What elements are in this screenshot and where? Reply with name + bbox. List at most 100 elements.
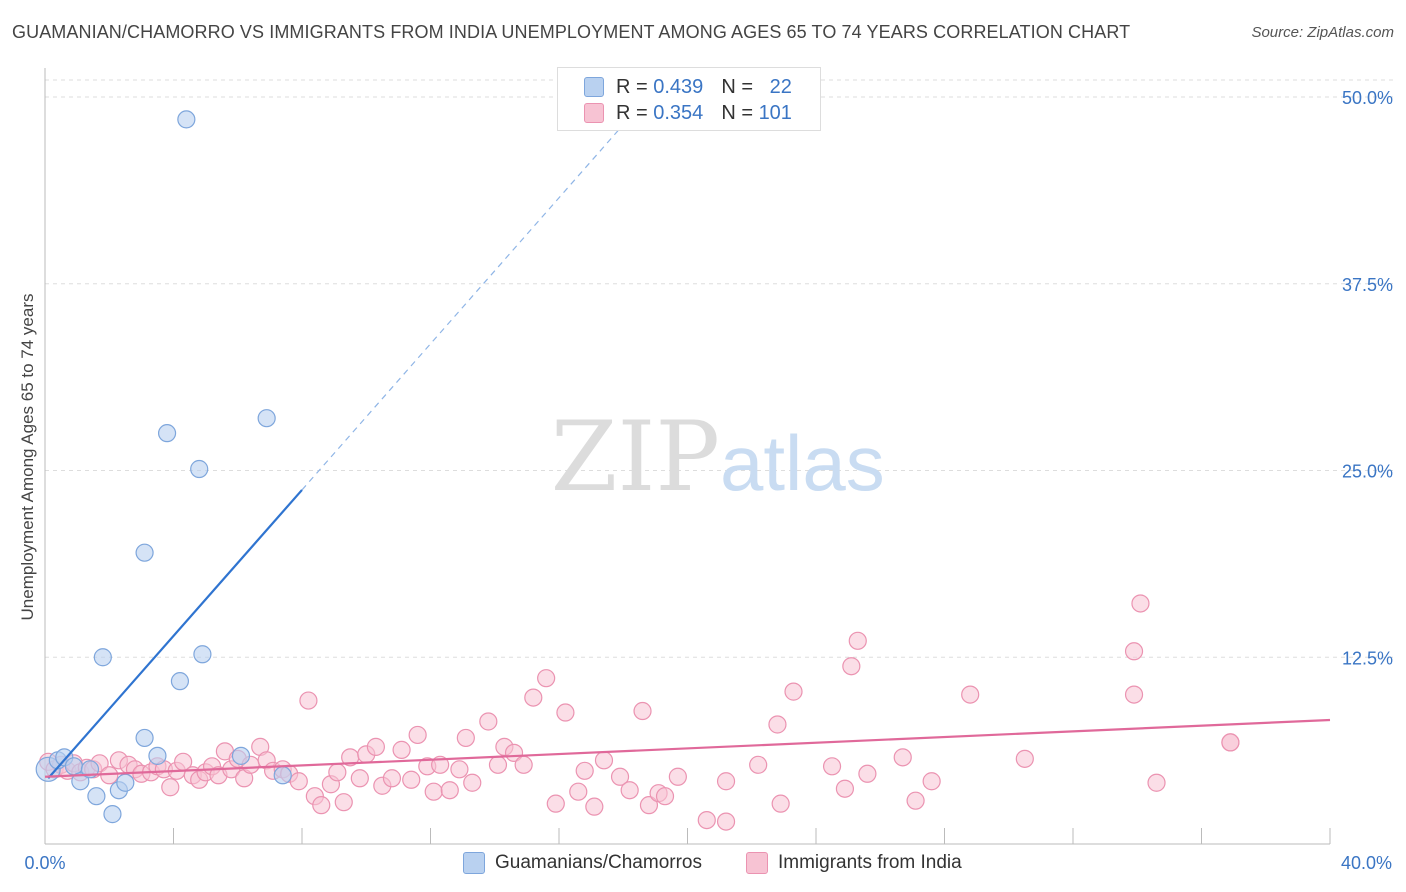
data-point (334, 793, 353, 812)
data-point (116, 773, 135, 792)
data-point (328, 763, 347, 782)
data-point (848, 631, 867, 650)
data-point (697, 810, 716, 830)
data-point (71, 772, 90, 791)
data-point (231, 746, 251, 765)
data-point (382, 769, 402, 788)
data-point (402, 770, 421, 789)
y-axis-label: Unemployment Among Ages 65 to 74 years (18, 293, 37, 621)
data-point (784, 682, 803, 701)
y-tick-label: 25.0% (1342, 462, 1393, 482)
n-label: N = (721, 75, 753, 98)
y-tick-label: 12.5% (1342, 648, 1393, 668)
watermark: ZIP atlas (551, 401, 885, 513)
data-point (569, 782, 588, 801)
trend-lines (44, 127, 1331, 779)
data-point (190, 459, 209, 479)
india-points (39, 594, 1240, 831)
trend-line-guamanian-extension (301, 127, 621, 491)
data-point (93, 648, 112, 667)
data-point (771, 794, 790, 813)
n-value: 101 (758, 101, 792, 124)
data-point (424, 782, 443, 801)
data-point (479, 712, 498, 731)
n-value: 22 (769, 75, 792, 98)
data-point (524, 688, 543, 707)
data-point (161, 778, 180, 797)
data-point (408, 725, 427, 745)
axes (44, 68, 1331, 845)
blue-swatch (584, 77, 604, 97)
trend-line-india (44, 718, 1331, 778)
data-point (514, 755, 533, 774)
data-point (655, 787, 675, 806)
data-point (716, 812, 736, 831)
data-point (858, 764, 877, 783)
data-point (575, 761, 594, 780)
data-point (488, 755, 508, 774)
data-point (822, 757, 842, 776)
data-point (170, 672, 190, 691)
data-point (633, 701, 652, 721)
watermark-zip: ZIP (551, 401, 720, 513)
x-tick-label: 0.0% (24, 853, 65, 873)
data-point (392, 740, 411, 759)
data-point (456, 728, 475, 748)
data-point (135, 543, 154, 562)
data-point (177, 110, 196, 129)
legend-label: Immigrants from India (778, 852, 962, 873)
legend-item-india[interactable]: Immigrants from India (746, 852, 962, 874)
data-point (922, 772, 941, 791)
data-point (450, 760, 469, 779)
data-point (1015, 749, 1034, 768)
source-label: Source: ZipAtlas.com (1251, 24, 1394, 41)
data-point (366, 737, 385, 756)
grid-lines (45, 79, 1395, 658)
data-point (668, 767, 687, 786)
x-tick-label: 40.0% (1341, 853, 1392, 873)
data-point (273, 766, 292, 785)
data-point (546, 794, 565, 813)
chart-title: GUAMANIAN/CHAMORRO VS IMMIGRANTS FROM IN… (12, 22, 1131, 42)
data-point (440, 781, 459, 800)
data-point (103, 805, 122, 824)
series-legend: Guamanians/Chamorros Immigrants from Ind… (0, 852, 1406, 878)
data-point (1147, 773, 1166, 792)
data-point (1131, 594, 1150, 613)
data-point (463, 773, 482, 792)
data-point (610, 767, 630, 786)
trend-line-guamanian (47, 489, 303, 779)
data-point (1124, 685, 1144, 704)
data-point (906, 791, 925, 810)
data-point (1124, 642, 1144, 661)
data-point (289, 772, 308, 791)
legend-item-guamanian[interactable]: Guamanians/Chamorros (463, 852, 702, 874)
legend-label: Guamanians/Chamorros (495, 852, 702, 873)
data-point (157, 424, 177, 443)
data-point (1221, 733, 1240, 752)
data-point (716, 772, 736, 791)
data-point (257, 409, 276, 428)
data-point (594, 751, 614, 770)
data-point (556, 703, 575, 722)
data-point (749, 755, 768, 774)
r-label: R = (616, 101, 648, 124)
data-point (835, 779, 855, 798)
pink-swatch (746, 852, 768, 874)
data-point (135, 728, 154, 748)
data-point (768, 715, 787, 734)
correlation-legend: R = 0.439 N = 22 R = 0.354 N = 101 (557, 67, 821, 131)
pink-swatch (584, 103, 604, 123)
data-point (961, 685, 980, 704)
r-value: 0.439 (653, 75, 704, 98)
legend-row-guamanian: R = 0.439 N = 22 (584, 75, 792, 99)
data-point (585, 797, 604, 816)
n-label: N = (721, 101, 753, 124)
data-point (537, 669, 556, 688)
y-tick-labels: 12.5% 25.0% 37.5% 50.0% (1342, 88, 1393, 668)
data-point (639, 796, 659, 815)
data-point (893, 748, 912, 767)
y-tick-label: 50.0% (1342, 88, 1393, 108)
legend-row-india: R = 0.354 N = 101 (584, 101, 792, 125)
